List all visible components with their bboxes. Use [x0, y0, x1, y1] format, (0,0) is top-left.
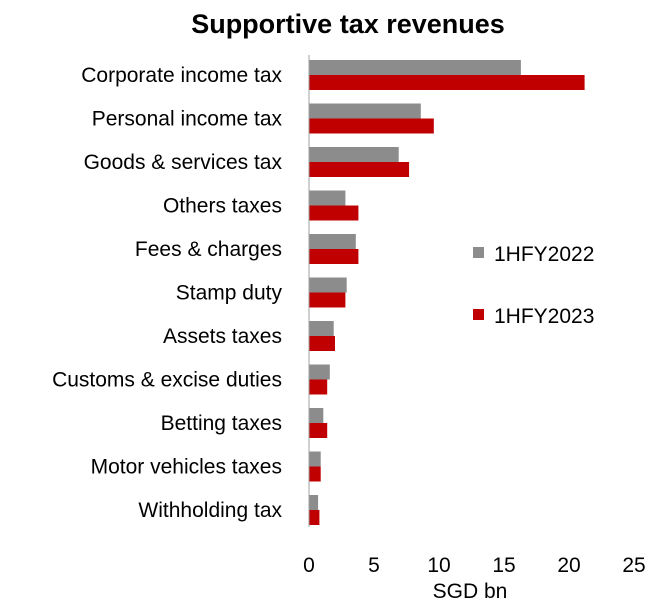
bar-1hfy2022 [309, 277, 347, 293]
category-label: Personal income tax [92, 108, 283, 131]
category-labels: Corporate income tax Personal income tax G… [52, 64, 282, 522]
category-label: Corporate income tax [81, 64, 282, 87]
category-label: Withholding tax [138, 499, 282, 522]
category-label: Motor vehicles taxes [91, 456, 282, 479]
x-tick-label: 20 [557, 554, 580, 577]
bar-1hfy2022 [309, 364, 330, 380]
bar-1hfy2022 [309, 321, 334, 336]
x-axis-ticks: 0 5 10 15 20 25 [303, 554, 646, 577]
category-label: Betting taxes [161, 412, 282, 435]
bar-1hfy2023 [309, 249, 359, 264]
legend-label: 1HFY2022 [494, 243, 594, 266]
bar-1hfy2023 [309, 205, 359, 221]
x-tick-label: 5 [368, 554, 380, 577]
bar-1hfy2022 [309, 103, 421, 119]
bar-1hfy2022 [309, 408, 324, 423]
category-label: Assets taxes [163, 325, 282, 348]
bar-1hfy2022 [309, 234, 356, 249]
bar-1hfy2023 [309, 379, 328, 395]
category-label: Goods & services tax [84, 151, 283, 174]
bar-1hfy2023 [309, 336, 335, 351]
x-axis-title: SGD bn [433, 580, 508, 603]
category-label: Stamp duty [176, 282, 283, 305]
category-label: Others taxes [163, 195, 282, 218]
x-tick-label: 0 [303, 554, 315, 577]
bar-1hfy2023 [309, 118, 434, 134]
category-label: Fees & charges [135, 238, 282, 261]
bar-1hfy2022 [309, 190, 346, 206]
legend-swatch [473, 309, 484, 320]
bar-1hfy2022 [309, 60, 521, 75]
bar-group [308, 55, 585, 527]
category-label: Customs & excise duties [52, 369, 282, 392]
x-tick-label: 10 [427, 554, 450, 577]
bar-1hfy2023 [309, 292, 346, 308]
bar-1hfy2022 [309, 451, 321, 467]
bar-1hfy2022 [309, 147, 399, 162]
x-tick-label: 25 [622, 554, 645, 577]
legend-label: 1HFY2023 [494, 305, 594, 328]
bar-1hfy2023 [309, 466, 321, 482]
chart-title: Supportive tax revenues [191, 9, 505, 39]
bar-1hfy2023 [309, 510, 320, 525]
bar-1hfy2023 [309, 162, 410, 177]
x-tick-label: 15 [492, 554, 515, 577]
legend-swatch [473, 247, 484, 258]
bar-1hfy2022 [309, 495, 319, 510]
legend: 1HFY2022 1HFY2023 [473, 243, 594, 328]
bar-1hfy2023 [309, 423, 328, 438]
bar-1hfy2023 [309, 75, 585, 90]
